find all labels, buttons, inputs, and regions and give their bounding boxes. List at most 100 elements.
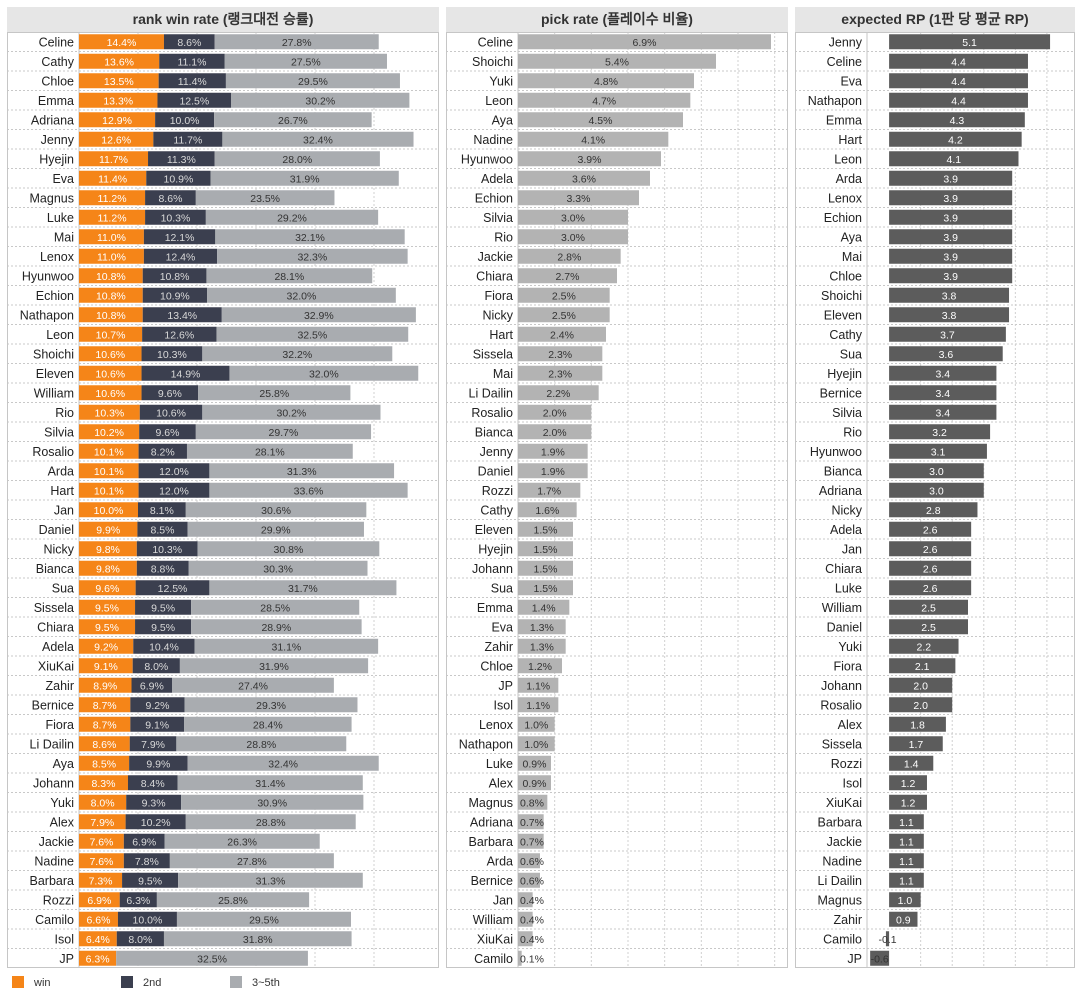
bar-2nd-label: 9.9% [146, 758, 170, 770]
bar-3-5th-label: 29.7% [269, 427, 299, 439]
bar-3-5th-label: 30.2% [305, 95, 335, 107]
bar-2nd [146, 170, 211, 186]
bar-3-5th [156, 892, 310, 908]
bar-2nd [138, 463, 210, 479]
bar-3-5th [195, 190, 335, 206]
bar-pick [518, 229, 628, 245]
category-label: Camilo [823, 932, 862, 946]
bar-3-5th [214, 112, 372, 128]
bar-rp [889, 424, 991, 440]
bar-3-5th-label: 31.3% [287, 466, 317, 478]
bar-2nd-label: 14.9% [171, 368, 201, 380]
category-label: Celine [827, 55, 862, 69]
category-label: XiuKai [477, 932, 513, 946]
bar-rp-label: 3.0 [929, 485, 944, 497]
category-label: Sua [52, 581, 74, 595]
category-label: Barbara [818, 815, 863, 829]
category-label: Fiora [485, 289, 514, 303]
bar-3-5th-label: 32.1% [295, 232, 325, 244]
category-label: Shoichi [821, 289, 862, 303]
bar-win-label: 7.3% [89, 875, 113, 887]
bar-2nd [135, 580, 210, 596]
bar-rp-label: 3.9 [943, 271, 958, 283]
bar-rp-label: 1.1 [899, 817, 914, 829]
bar-2nd [139, 404, 203, 420]
bar-pick [518, 775, 551, 791]
bar-3-5th-label: 29.9% [261, 524, 291, 536]
bar-rp-label: 1.0 [898, 895, 913, 907]
bar-2nd [143, 229, 216, 245]
pickrate-title: pick rate (플레이수 비율) [446, 7, 788, 32]
bar-rp-label: 4.1 [946, 154, 961, 166]
bar-pick-label: 0.9% [523, 758, 547, 770]
bar-3-5th [197, 541, 380, 557]
bar-rp-label: 3.4 [935, 407, 950, 419]
bar-2nd-label: 10.3% [161, 212, 191, 224]
bar-rp [889, 131, 1022, 147]
bar-win-label: 11.0% [97, 251, 126, 263]
bar-pick [518, 560, 573, 576]
bar-3-5th [214, 34, 379, 50]
bar-win-label: 10.8% [96, 290, 126, 302]
bar-2nd-label: 12.1% [165, 232, 195, 244]
bar-win [79, 170, 147, 186]
category-label: Isol [494, 698, 513, 712]
bar-2nd-label: 9.6% [156, 427, 180, 439]
bar-win-label: 7.9% [90, 817, 114, 829]
bar-pick-label: 1.5% [534, 583, 558, 595]
bar-pick-label: 4.1% [581, 134, 605, 146]
bar-win-label: 9.1% [94, 661, 118, 673]
bar-3-5th-label: 25.8% [218, 895, 248, 907]
bar-win [79, 619, 136, 635]
bar-2nd-label: 9.3% [142, 797, 166, 809]
category-label: Jenny [480, 445, 514, 459]
category-label: Hyunwoo [22, 269, 74, 283]
category-label: Aya [841, 230, 862, 244]
bar-2nd-label: 8.0% [128, 934, 152, 946]
bar-3-5th [178, 872, 363, 888]
category-label: Hart [838, 133, 862, 147]
bar-2nd [117, 911, 177, 927]
bar-win-label: 6.6% [87, 914, 111, 926]
legend-label-3-5th: 3~5th [252, 977, 280, 989]
bar-rp-label: 2.6 [923, 524, 938, 536]
bar-3-5th [217, 248, 408, 264]
bar-2nd [142, 287, 208, 303]
bar-pick-label: 2.7% [556, 271, 580, 283]
category-label: Eva [52, 172, 74, 186]
category-label: Eleven [36, 367, 74, 381]
bar-2nd-label: 12.0% [159, 466, 189, 478]
bar-pick-label: 1.3% [530, 622, 554, 634]
bar-rp-label: 2.6 [923, 544, 938, 556]
bar-2nd [125, 814, 186, 830]
category-label: Mai [54, 230, 74, 244]
bar-win [79, 365, 142, 381]
bar-2nd [157, 92, 232, 108]
bar-rp-label: 5.1 [962, 37, 977, 49]
bar-win [79, 697, 131, 713]
bar-pick-label: 2.8% [557, 251, 581, 263]
bar-pick [518, 73, 694, 89]
category-label: Jenny [41, 133, 75, 147]
bar-2nd [139, 424, 196, 440]
bar-win [79, 385, 142, 401]
bar-2nd [119, 892, 157, 908]
bar-rp-label: 2.5 [921, 602, 936, 614]
legend-label-win: win [34, 977, 51, 989]
bar-2nd [129, 736, 177, 752]
bar-rp-label: 3.9 [943, 232, 958, 244]
bar-win-label: 8.0% [91, 797, 115, 809]
bar-win-label: 13.6% [104, 56, 134, 68]
bar-rp [889, 385, 997, 401]
bar-win-label: 9.6% [95, 583, 119, 595]
bar-win [79, 131, 154, 147]
bar-rp [889, 814, 924, 830]
category-label: Chloe [829, 269, 862, 283]
bar-win [79, 950, 117, 966]
bar-2nd-label: 10.8% [160, 271, 190, 283]
category-label: Nicky [482, 308, 513, 322]
bar-2nd [138, 443, 187, 459]
bar-rp [889, 346, 1003, 362]
bar-2nd-label: 12.5% [158, 583, 188, 595]
bar-rp [889, 482, 984, 498]
